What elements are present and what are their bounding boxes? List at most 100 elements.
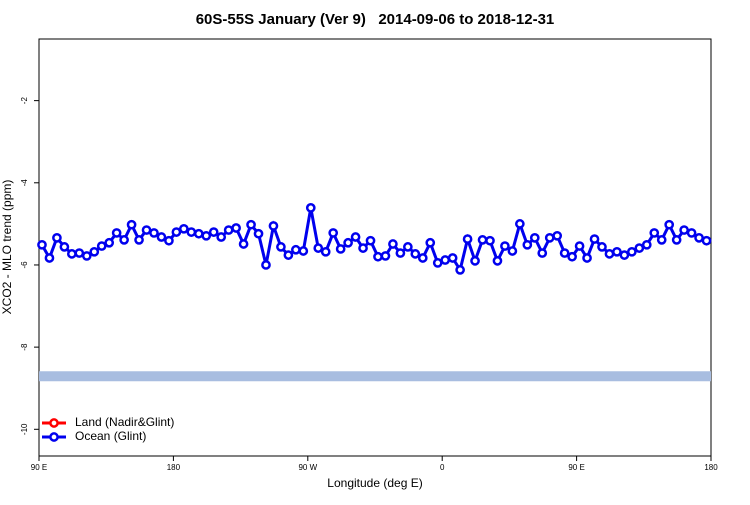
data-point <box>529 232 540 243</box>
data-point <box>81 251 92 261</box>
data-point <box>612 246 622 257</box>
data-point <box>343 237 353 248</box>
data-point <box>701 235 712 246</box>
data-point <box>216 232 227 242</box>
data-point <box>268 221 279 231</box>
data-point <box>582 253 592 263</box>
data-point <box>246 219 256 230</box>
data-point <box>470 256 480 266</box>
data-point <box>37 239 47 250</box>
data-point <box>253 228 264 239</box>
legend-marker <box>49 432 59 442</box>
data-point <box>425 237 436 248</box>
data-point <box>686 228 697 238</box>
data-point <box>111 228 122 238</box>
data-point <box>410 249 421 259</box>
data-point <box>559 248 570 258</box>
data-point <box>67 249 77 259</box>
y-tick-label: -6 <box>20 261 29 269</box>
data-point <box>395 248 406 258</box>
x-tick-label: 180 <box>167 463 181 472</box>
data-point <box>388 239 398 249</box>
data-point <box>74 248 85 258</box>
data-point <box>313 243 324 253</box>
data-point <box>156 232 167 242</box>
data-point <box>417 253 428 263</box>
x-tick-label: 90 E <box>31 463 47 472</box>
data-point <box>291 244 301 255</box>
data-point <box>380 251 391 261</box>
legend-marker <box>49 418 59 428</box>
data-point <box>664 219 675 230</box>
data-point <box>335 244 346 254</box>
x-axis-label: Longitude (deg E) <box>327 476 422 490</box>
data-point <box>365 235 376 246</box>
data-point <box>634 243 645 253</box>
y-tick-label: -10 <box>20 423 29 435</box>
data-point <box>59 242 70 252</box>
data-point <box>694 232 704 243</box>
x-tick-label: 180 <box>704 463 718 472</box>
data-point <box>320 246 331 257</box>
data-point <box>627 246 637 257</box>
data-point <box>515 219 525 229</box>
y-tick-label: -2 <box>20 97 29 105</box>
data-point <box>432 258 443 268</box>
data-point <box>141 225 152 235</box>
data-point <box>179 223 189 234</box>
data-point <box>447 253 458 263</box>
legend-label: Land (Nadir&Glint) <box>75 415 174 429</box>
data-point <box>597 242 607 252</box>
data-point <box>455 265 465 275</box>
data-point <box>328 228 339 238</box>
x-tick-label: 0 <box>440 463 445 472</box>
data-point <box>619 250 630 260</box>
data-point <box>119 235 129 245</box>
data-point <box>164 235 174 246</box>
data-point <box>656 235 667 245</box>
data-point <box>567 251 577 262</box>
data-point <box>604 249 615 259</box>
data-point <box>261 260 271 270</box>
data-point <box>171 227 182 237</box>
data-point <box>679 225 689 235</box>
x-tick-label: 90 E <box>568 463 584 472</box>
data-point <box>492 256 503 266</box>
data-point <box>52 232 62 243</box>
data-point <box>238 239 249 249</box>
legend-label: Ocean (Glint) <box>75 429 146 443</box>
y-tick-label: -8 <box>20 343 29 351</box>
data-point <box>649 228 660 238</box>
data-point <box>403 242 413 252</box>
y-axis-label: XCO2 - MLO trend (ppm) <box>0 180 14 315</box>
data-point <box>305 203 316 213</box>
data-point <box>671 235 682 245</box>
data-point <box>552 230 563 241</box>
data-point <box>193 228 204 239</box>
data-point <box>507 246 518 256</box>
data-point <box>350 232 361 242</box>
data-point <box>358 243 368 253</box>
data-point <box>96 241 107 251</box>
data-point <box>522 239 533 250</box>
data-point <box>149 228 159 238</box>
data-point <box>485 235 495 246</box>
data-point <box>283 250 294 260</box>
data-point <box>44 253 55 263</box>
y-tick-label: -4 <box>20 179 29 187</box>
data-point <box>537 248 548 258</box>
data-point <box>134 235 144 245</box>
data-point <box>477 235 488 245</box>
data-point <box>223 225 234 235</box>
data-point <box>208 227 219 237</box>
x-tick-label: 90 W <box>298 463 317 472</box>
data-point <box>104 237 115 248</box>
data-point <box>462 234 473 244</box>
data-point <box>544 232 555 243</box>
data-point <box>641 239 652 250</box>
data-point <box>440 255 451 265</box>
data-point <box>589 234 600 244</box>
data-point <box>186 227 197 237</box>
data-point <box>126 219 137 230</box>
